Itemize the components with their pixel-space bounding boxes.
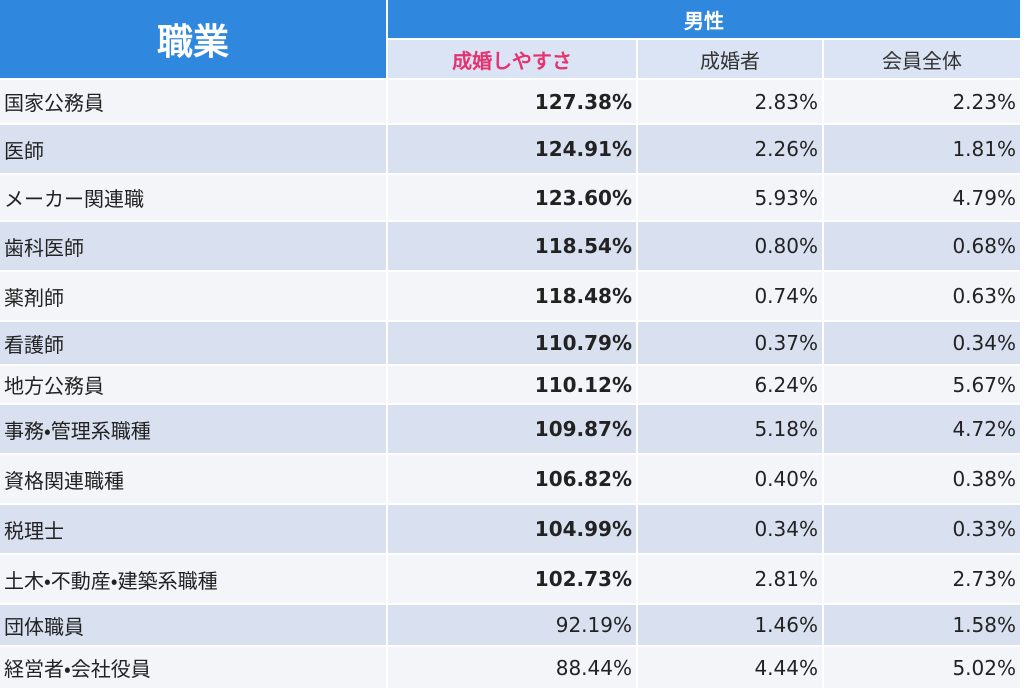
cell: 106.82% bbox=[388, 455, 636, 503]
cell: 5.02% bbox=[824, 647, 1020, 688]
cell: 1.46% bbox=[638, 605, 822, 645]
cell: 0.34% bbox=[824, 322, 1020, 364]
row-label: 事務・管理系職種 bbox=[0, 405, 386, 453]
cell: 124.91% bbox=[388, 125, 636, 173]
cell: 2.23% bbox=[824, 80, 1020, 123]
cell: 0.63% bbox=[824, 272, 1020, 320]
cell: 5.93% bbox=[638, 175, 822, 220]
row-label: 団体職員 bbox=[0, 605, 386, 645]
row-label: 歯科医師 bbox=[0, 222, 386, 270]
row-label: 地方公務員 bbox=[0, 366, 386, 403]
column-header: 成婚者 bbox=[638, 40, 822, 78]
row-label: 薬剤師 bbox=[0, 272, 386, 320]
cell: 0.37% bbox=[638, 322, 822, 364]
cell: 118.48% bbox=[388, 272, 636, 320]
group-header: 男性 bbox=[388, 0, 1020, 38]
cell: 4.44% bbox=[638, 647, 822, 688]
cell: 5.18% bbox=[638, 405, 822, 453]
row-label: 経営者・会社役員 bbox=[0, 647, 386, 688]
cell: 0.40% bbox=[638, 455, 822, 503]
row-label: 看護師 bbox=[0, 322, 386, 364]
cell: 4.72% bbox=[824, 405, 1020, 453]
cell: 123.60% bbox=[388, 175, 636, 220]
cell: 2.83% bbox=[638, 80, 822, 123]
cell: 0.80% bbox=[638, 222, 822, 270]
cell: 6.24% bbox=[638, 366, 822, 403]
row-label: 資格関連職種 bbox=[0, 455, 386, 503]
row-label: メーカー関連職 bbox=[0, 175, 386, 220]
cell: 2.81% bbox=[638, 555, 822, 603]
cell: 109.87% bbox=[388, 405, 636, 453]
cell: 4.79% bbox=[824, 175, 1020, 220]
header-title: 職業 bbox=[0, 0, 386, 78]
cell: 2.26% bbox=[638, 125, 822, 173]
cell: 0.33% bbox=[824, 505, 1020, 553]
row-label: 土木・不動産・建築系職種 bbox=[0, 555, 386, 603]
cell: 0.38% bbox=[824, 455, 1020, 503]
cell: 5.67% bbox=[824, 366, 1020, 403]
cell: 127.38% bbox=[388, 80, 636, 123]
cell: 104.99% bbox=[388, 505, 636, 553]
column-header: 成婚しやすさ bbox=[388, 40, 636, 78]
row-label: 国家公務員 bbox=[0, 80, 386, 123]
cell: 110.12% bbox=[388, 366, 636, 403]
cell: 2.73% bbox=[824, 555, 1020, 603]
cell: 0.74% bbox=[638, 272, 822, 320]
cell: 102.73% bbox=[388, 555, 636, 603]
row-label: 税理士 bbox=[0, 505, 386, 553]
cell: 92.19% bbox=[388, 605, 636, 645]
row-label: 医師 bbox=[0, 125, 386, 173]
cell: 1.81% bbox=[824, 125, 1020, 173]
cell: 110.79% bbox=[388, 322, 636, 364]
column-header: 会員全体 bbox=[824, 40, 1020, 78]
cell: 0.34% bbox=[638, 505, 822, 553]
cell: 88.44% bbox=[388, 647, 636, 688]
cell: 1.58% bbox=[824, 605, 1020, 645]
cell: 0.68% bbox=[824, 222, 1020, 270]
cell: 118.54% bbox=[388, 222, 636, 270]
